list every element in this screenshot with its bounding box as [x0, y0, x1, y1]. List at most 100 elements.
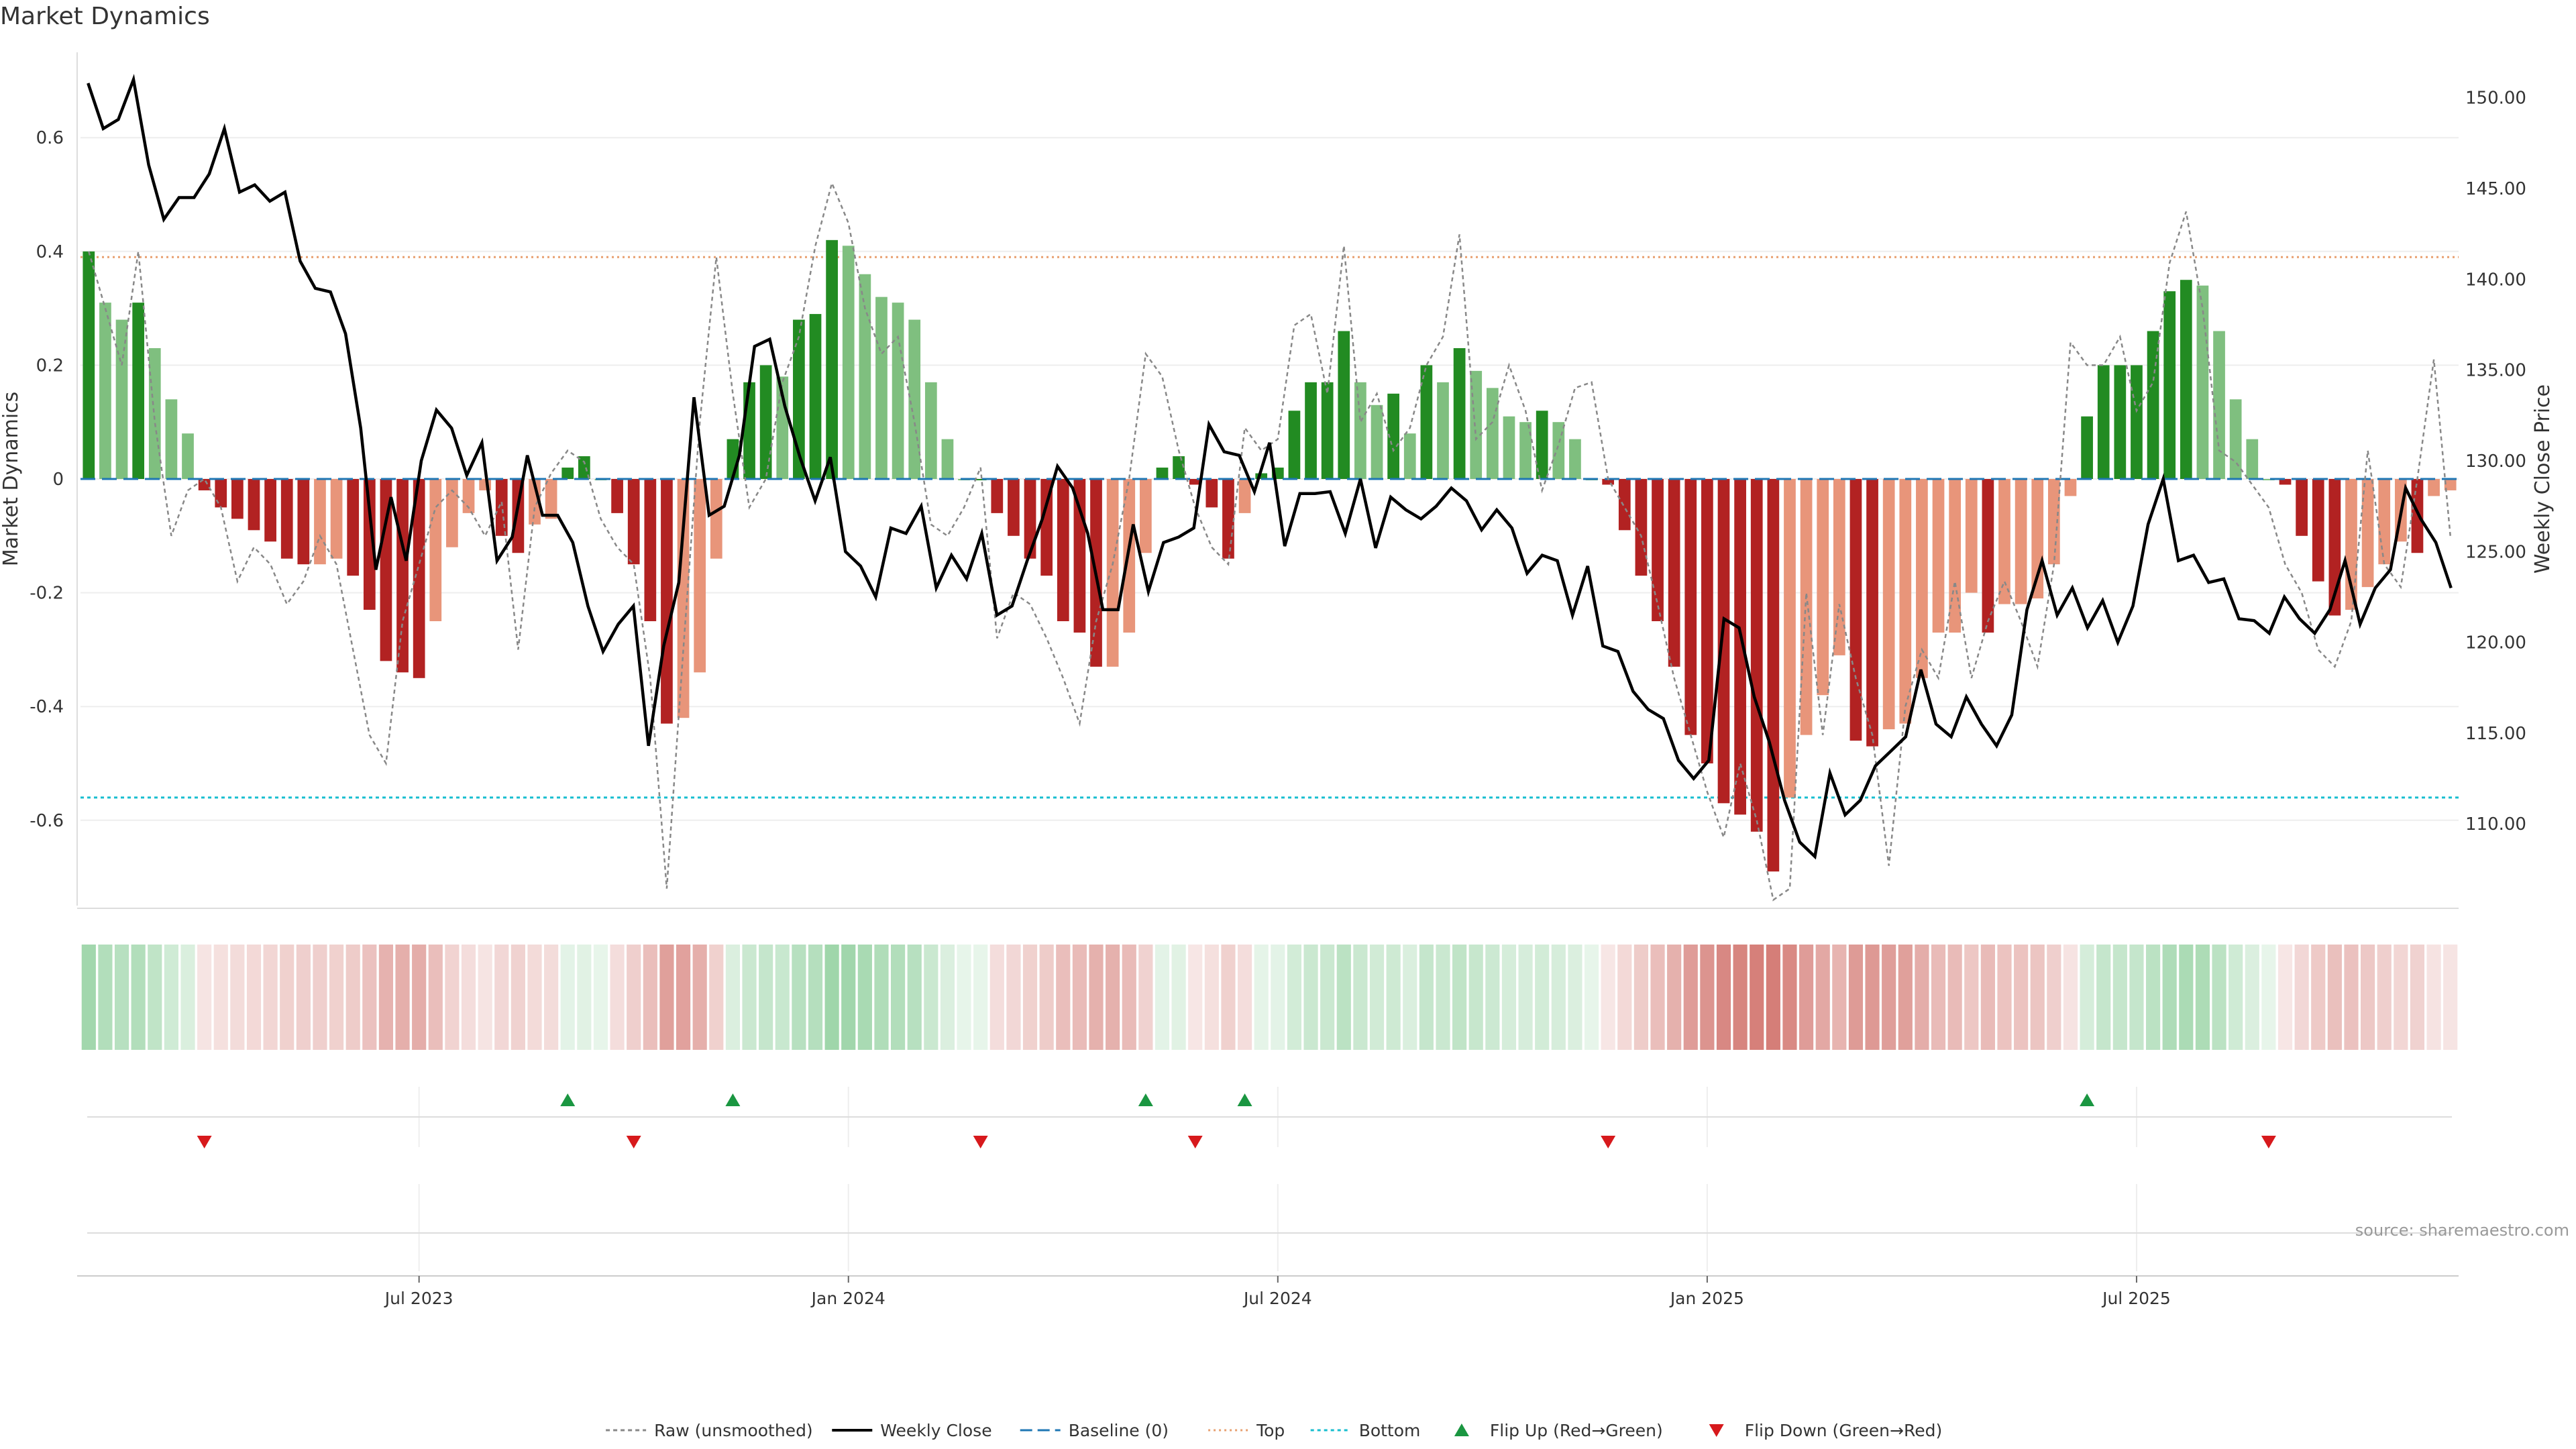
dynamics-bar — [1040, 479, 1053, 576]
heat-cell — [1898, 945, 1913, 1050]
dynamics-bar — [1899, 479, 1912, 724]
heat-cell — [1832, 945, 1847, 1050]
dynamics-bar — [1932, 479, 1945, 633]
heat-cell — [1931, 945, 1946, 1050]
heat-cell — [1947, 945, 1962, 1050]
heat-cell — [1848, 945, 1864, 1050]
dynamics-bar — [2378, 479, 2391, 565]
heat-cell — [709, 945, 724, 1050]
heat-cell — [1584, 945, 1599, 1050]
y-axis-title: Market Dynamics — [0, 392, 23, 567]
heat-cell — [2030, 945, 2045, 1050]
y2-tick-label: 115.00 — [2465, 724, 2526, 744]
flip-down-marker — [1187, 1136, 1203, 1148]
dynamics-bar — [1371, 405, 1383, 479]
dynamics-bar — [1453, 347, 1466, 479]
heat-cell — [1039, 945, 1054, 1050]
heat-cell — [1188, 945, 1203, 1050]
heat-cell — [1882, 945, 1896, 1050]
heat-cell — [494, 945, 509, 1050]
dynamics-bar — [875, 297, 888, 479]
y-tick-label: 0 — [52, 470, 64, 490]
raw-line — [88, 180, 2451, 902]
dynamics-bar — [1618, 479, 1631, 531]
dynamics-bar — [1998, 479, 2010, 604]
dynamics-bar — [1684, 479, 1697, 735]
heat-cell — [1568, 945, 1582, 1050]
heat-cell — [1551, 945, 1566, 1050]
heat-cell — [1336, 945, 1351, 1050]
heat-cell — [643, 945, 657, 1050]
heat-cell — [1155, 945, 1170, 1050]
heat-cell — [2311, 945, 2326, 1050]
dynamics-bar — [1205, 479, 1218, 508]
dynamics-bar — [1073, 479, 1086, 633]
legend-label: Weekly Close — [880, 1421, 991, 1440]
heat-cell — [412, 945, 427, 1050]
dynamics-bar — [1024, 479, 1036, 559]
heat-cell — [1915, 945, 1929, 1050]
heat-cell — [114, 945, 129, 1050]
dynamics-bar — [2246, 439, 2259, 479]
dynamics-bar — [1882, 479, 1895, 730]
heat-cell — [1501, 945, 1517, 1050]
dynamics-bar — [2263, 479, 2275, 480]
heat-cell — [428, 945, 443, 1050]
heat-cell — [2229, 945, 2243, 1050]
heat-cell — [1369, 945, 1385, 1050]
heat-cell — [659, 945, 674, 1050]
flip-up-marker — [560, 1093, 576, 1106]
heat-cell — [98, 945, 113, 1050]
flip-up-marker — [1138, 1093, 1153, 1106]
flip-down-marker — [626, 1136, 641, 1148]
dynamics-bar — [132, 303, 145, 479]
dynamics-bar — [462, 479, 475, 513]
legend-flip-up-icon — [1454, 1424, 1469, 1436]
dynamics-bar — [1008, 479, 1020, 536]
dynamics-bar — [1321, 382, 1334, 479]
dynamics-bar — [1288, 411, 1301, 479]
legend-flip-down-icon — [1709, 1424, 1724, 1437]
dynamics-bar — [1106, 479, 1119, 667]
dynamics-bar — [248, 479, 260, 531]
dynamics-bar — [2229, 399, 2242, 479]
heat-cell — [1782, 945, 1797, 1050]
heat-cell — [296, 945, 311, 1050]
dynamics-bar — [314, 479, 326, 565]
dynamics-bar — [215, 479, 227, 508]
dynamics-bar — [661, 479, 673, 724]
heat-cell — [1667, 945, 1682, 1050]
legend-item-baseline: Baseline (0) — [1020, 1421, 1169, 1440]
dynamics-bar — [182, 433, 194, 479]
dynamics-bar — [264, 479, 276, 542]
legend-item-flip_down: Flip Down (Green→Red) — [1709, 1421, 1942, 1440]
dynamics-bar — [1503, 416, 1515, 479]
dynamics-bar — [1354, 382, 1366, 479]
heat-cell — [874, 945, 889, 1050]
y2-tick-label: 140.00 — [2465, 270, 2526, 290]
dynamics-bar — [2147, 331, 2159, 479]
dynamics-bar — [1420, 365, 1433, 479]
dynamics-bar — [1305, 382, 1317, 479]
dynamics-bar — [2081, 416, 2093, 479]
dynamics-bar — [842, 246, 855, 479]
heat-cell — [2443, 945, 2458, 1050]
dynamics-bar — [363, 479, 376, 610]
dynamics-bar — [1057, 479, 1069, 621]
dynamics-bar — [1437, 382, 1449, 479]
dynamics-bar — [2163, 291, 2176, 479]
heat-cell — [775, 945, 790, 1050]
heat-cell — [478, 945, 492, 1050]
y2-tick-label: 145.00 — [2465, 179, 2526, 199]
dynamics-bar — [545, 479, 557, 519]
heat-cell — [2377, 945, 2392, 1050]
heat-cell — [280, 945, 294, 1050]
dynamics-bar — [1734, 479, 1746, 815]
heat-cell — [1617, 945, 1632, 1050]
dynamics-bar — [347, 479, 360, 576]
heat-cell — [2162, 945, 2177, 1050]
heat-cell — [676, 945, 691, 1050]
dynamics-bar — [561, 468, 574, 479]
x-tick-label: Jul 2024 — [1242, 1289, 1312, 1308]
dynamics-bar — [2444, 479, 2457, 490]
